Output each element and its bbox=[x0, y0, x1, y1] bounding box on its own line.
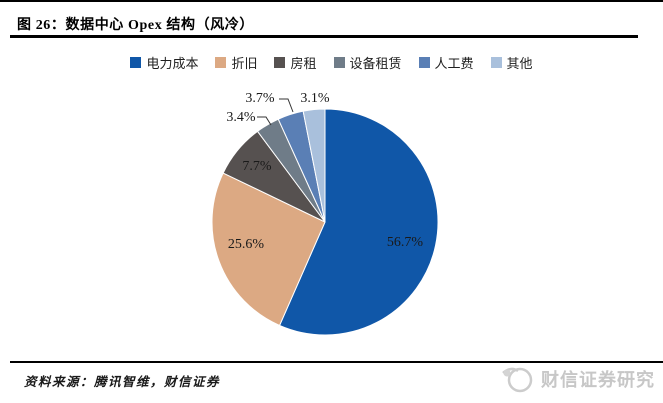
legend-swatch-icon bbox=[215, 56, 227, 68]
pie-label-2: 7.7% bbox=[242, 159, 272, 174]
legend-label: 折旧 bbox=[231, 55, 258, 71]
legend-swatch-icon bbox=[130, 56, 142, 68]
chart-legend: 电力成本 折旧 房租 设备租赁 人工费 其他 bbox=[0, 52, 663, 72]
legend-item-1: 折旧 bbox=[215, 53, 257, 72]
legend-label: 人工费 bbox=[434, 55, 474, 71]
label-leader-line bbox=[279, 98, 294, 113]
legend-swatch-icon bbox=[274, 56, 286, 68]
pie-slice-1 bbox=[211, 172, 326, 327]
legend-label: 设备租赁 bbox=[349, 55, 402, 71]
bottom-divider bbox=[10, 361, 663, 363]
label-leader-line bbox=[257, 116, 272, 126]
legend-item-2: 房租 bbox=[274, 53, 317, 72]
pie-label-3: 3.4% bbox=[226, 110, 256, 125]
watermark-text: 财信证券研究 bbox=[541, 370, 655, 390]
legend-item-0: 电力成本 bbox=[130, 53, 198, 72]
pie-label-4: 3.7% bbox=[245, 91, 275, 106]
pie-slice-0 bbox=[278, 108, 439, 336]
legend-item-3: 设备租赁 bbox=[333, 53, 402, 72]
legend-swatch-icon bbox=[333, 56, 345, 68]
top-border bbox=[0, 0, 663, 2]
legend-label: 其他 bbox=[506, 55, 533, 71]
figure-title: 图 26：数据中心 Opex 结构（风冷） bbox=[17, 18, 254, 33]
legend-label: 电力成本 bbox=[146, 55, 199, 71]
legend-item-4: 人工费 bbox=[418, 53, 474, 72]
legend-swatch-icon bbox=[490, 56, 502, 68]
title-divider bbox=[10, 35, 638, 38]
watermark-logo-icon bbox=[502, 367, 533, 393]
source-note: 资料来源：腾讯智维，财信证券 bbox=[24, 375, 221, 389]
legend-label: 房租 bbox=[290, 55, 317, 71]
watermark: 财信证券研究 bbox=[500, 364, 655, 394]
pie-label-0: 56.7% bbox=[387, 235, 424, 250]
legend-swatch-icon bbox=[418, 56, 430, 68]
legend-item-5: 其他 bbox=[490, 53, 533, 72]
pie-label-1: 25.6% bbox=[228, 237, 265, 252]
pie-label-5: 3.1% bbox=[300, 91, 330, 106]
pie-slice-5 bbox=[302, 108, 326, 223]
